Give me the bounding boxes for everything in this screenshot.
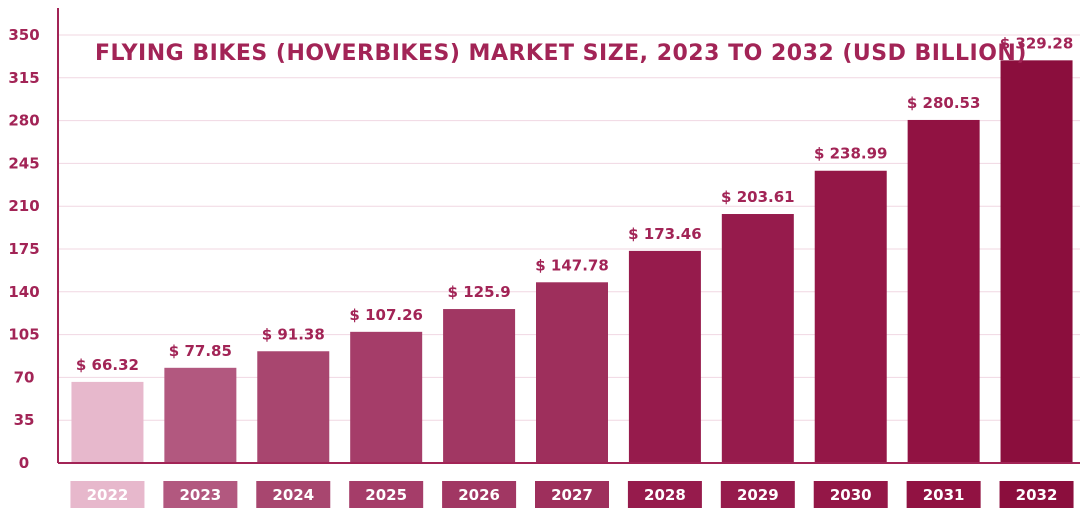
x-category-badge — [256, 481, 331, 508]
bar-2029 — [721, 214, 794, 463]
bar-2026 — [443, 309, 516, 463]
data-labels: $ 66.32 $ 77.85 $ 91.38 $ 107.26 $ 125.9 $ 14… — [76, 34, 1073, 374]
x-tick-label: 2023 — [179, 486, 221, 504]
x-category-badge — [906, 481, 981, 508]
bar-2022 — [71, 381, 144, 463]
data-label: $ 66.32 — [76, 356, 139, 374]
bar-2025 — [350, 331, 423, 463]
y-tick-label: 210 — [8, 197, 39, 215]
y-tick-label: 35 — [14, 411, 35, 429]
x-category-badge — [720, 481, 795, 508]
data-label: $ 329.28 — [1000, 34, 1074, 52]
x-category-badge — [442, 481, 517, 508]
y-tick-label: 70 — [14, 368, 35, 386]
data-label: $ 238.99 — [814, 145, 888, 163]
bar-2027 — [536, 282, 608, 463]
data-label: $ 280.53 — [907, 94, 981, 112]
bar-2031 — [907, 119, 980, 463]
x-category-badge — [163, 481, 238, 508]
x-category-badge — [70, 481, 145, 508]
data-label: $ 147.78 — [535, 256, 609, 274]
y-tick-label: 280 — [8, 112, 39, 130]
x-tick-label: 2032 — [1016, 486, 1058, 504]
bar-2032 — [1000, 60, 1073, 464]
bars — [71, 60, 1073, 464]
x-tick-label: 2024 — [272, 486, 314, 504]
x-tick-label: 2027 — [551, 486, 593, 504]
data-label: $ 125.9 — [448, 283, 511, 301]
bar-2028 — [628, 250, 701, 463]
y-tick-label: 245 — [8, 154, 39, 172]
y-tick-label: 315 — [8, 69, 39, 87]
x-tick-label: 2029 — [737, 486, 779, 504]
data-label: $ 107.26 — [349, 306, 423, 324]
x-category-badge — [535, 481, 609, 508]
x-category-badge — [627, 481, 702, 508]
data-label: $ 77.85 — [169, 342, 232, 360]
y-tick-label: 350 — [8, 26, 39, 44]
x-tick-label: 2026 — [458, 486, 500, 504]
x-axis-categories: 2022 2023 2024 2025 2026 2027 2028 2029 2030 2031… — [70, 481, 1074, 508]
x-category-badge — [813, 481, 888, 508]
bar-2030 — [814, 170, 887, 463]
x-tick-label: 2030 — [830, 486, 872, 504]
data-label: $ 203.61 — [721, 188, 795, 206]
bar-2023 — [164, 367, 237, 463]
y-tick-label: 175 — [8, 240, 39, 258]
x-tick-label: 2031 — [923, 486, 965, 504]
data-label: $ 173.46 — [628, 225, 702, 243]
bar-2024 — [257, 351, 330, 463]
y-tick-label: 105 — [8, 326, 39, 344]
x-category-badge — [999, 481, 1074, 508]
x-tick-label: 2025 — [365, 486, 407, 504]
x-tick-label: 2028 — [644, 486, 686, 504]
chart-title: FLYING BIKES (HOVERBIKES) MARKET SIZE, 2… — [95, 41, 1027, 66]
data-label: $ 91.38 — [262, 325, 325, 343]
x-category-badge — [349, 481, 424, 508]
y-axis-ticks: 0 35 70 105 140 175 210 245 280 315 350 — [8, 26, 39, 472]
y-tick-label: 140 — [8, 283, 39, 301]
y-tick-label: 0 — [19, 454, 29, 472]
x-tick-label: 2022 — [87, 486, 129, 504]
